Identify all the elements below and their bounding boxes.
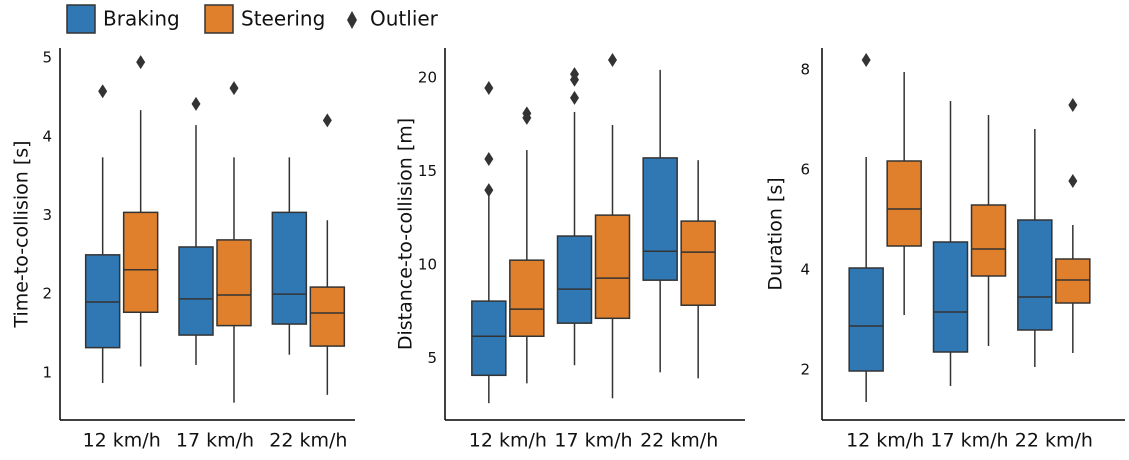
legend-label: Outlier (370, 7, 439, 31)
x-tick-label: 17 km/h (930, 430, 1008, 452)
y-tick-label: 1 (42, 363, 52, 381)
y-axis-label: Distance-to-collision [m] (395, 118, 417, 350)
y-tick-label: 4 (42, 127, 52, 145)
y-axis-label: Time-to-collision [s] (11, 140, 33, 328)
outlier (570, 90, 579, 105)
x-tick-label: 17 km/h (554, 430, 632, 452)
y-tick-label: 2 (800, 361, 810, 379)
box (471, 300, 507, 377)
box (1055, 258, 1091, 304)
y-tick-label: 15 (418, 162, 437, 180)
box (84, 254, 121, 349)
x-tick-label: 12 km/h (83, 430, 161, 452)
x-tick-label: 22 km/h (640, 430, 718, 452)
box (680, 220, 716, 306)
y-tick-label: 20 (418, 68, 437, 86)
box (509, 259, 545, 338)
outlier (570, 72, 579, 87)
outlier (608, 52, 617, 67)
y-axis-label: Duration [s] (765, 177, 787, 290)
legend-swatch (347, 11, 357, 29)
x-tick-label: 17 km/h (176, 430, 254, 452)
outlier (229, 81, 239, 96)
box (848, 267, 884, 372)
box (594, 214, 631, 320)
legend-swatch (204, 4, 234, 34)
y-tick-label: 3 (42, 206, 52, 224)
outlier (1068, 174, 1078, 188)
box (216, 239, 252, 327)
outlier (136, 55, 146, 70)
legend-label: Braking (103, 7, 180, 31)
outlier (861, 53, 871, 67)
box (932, 241, 969, 353)
y-tick-label: 5 (42, 49, 52, 67)
outlier (191, 96, 201, 111)
box (122, 211, 159, 314)
box (642, 157, 678, 281)
outlier (322, 113, 332, 128)
box (970, 204, 1007, 277)
legend-swatch (66, 4, 96, 34)
outlier (522, 110, 532, 125)
x-tick-label: 22 km/h (1015, 430, 1093, 452)
box (556, 235, 593, 324)
y-tick-label: 4 (800, 261, 810, 279)
y-tick-label: 10 (418, 255, 437, 273)
box (309, 286, 346, 347)
box (178, 246, 214, 336)
x-tick-label: 12 km/h (846, 430, 924, 452)
y-tick-label: 2 (42, 285, 52, 303)
legend-label: Steering (241, 7, 325, 31)
outlier (1068, 98, 1078, 112)
outlier (484, 81, 494, 96)
x-tick-label: 22 km/h (269, 430, 347, 452)
box (1017, 219, 1053, 331)
outlier (484, 183, 494, 198)
y-tick-label: 5 (427, 349, 437, 367)
box (271, 211, 308, 325)
y-tick-label: 6 (800, 161, 810, 179)
y-tick-label: 8 (800, 61, 810, 79)
outlier (484, 152, 494, 167)
box (886, 160, 922, 247)
outlier (98, 84, 108, 99)
x-tick-label: 12 km/h (469, 430, 547, 452)
